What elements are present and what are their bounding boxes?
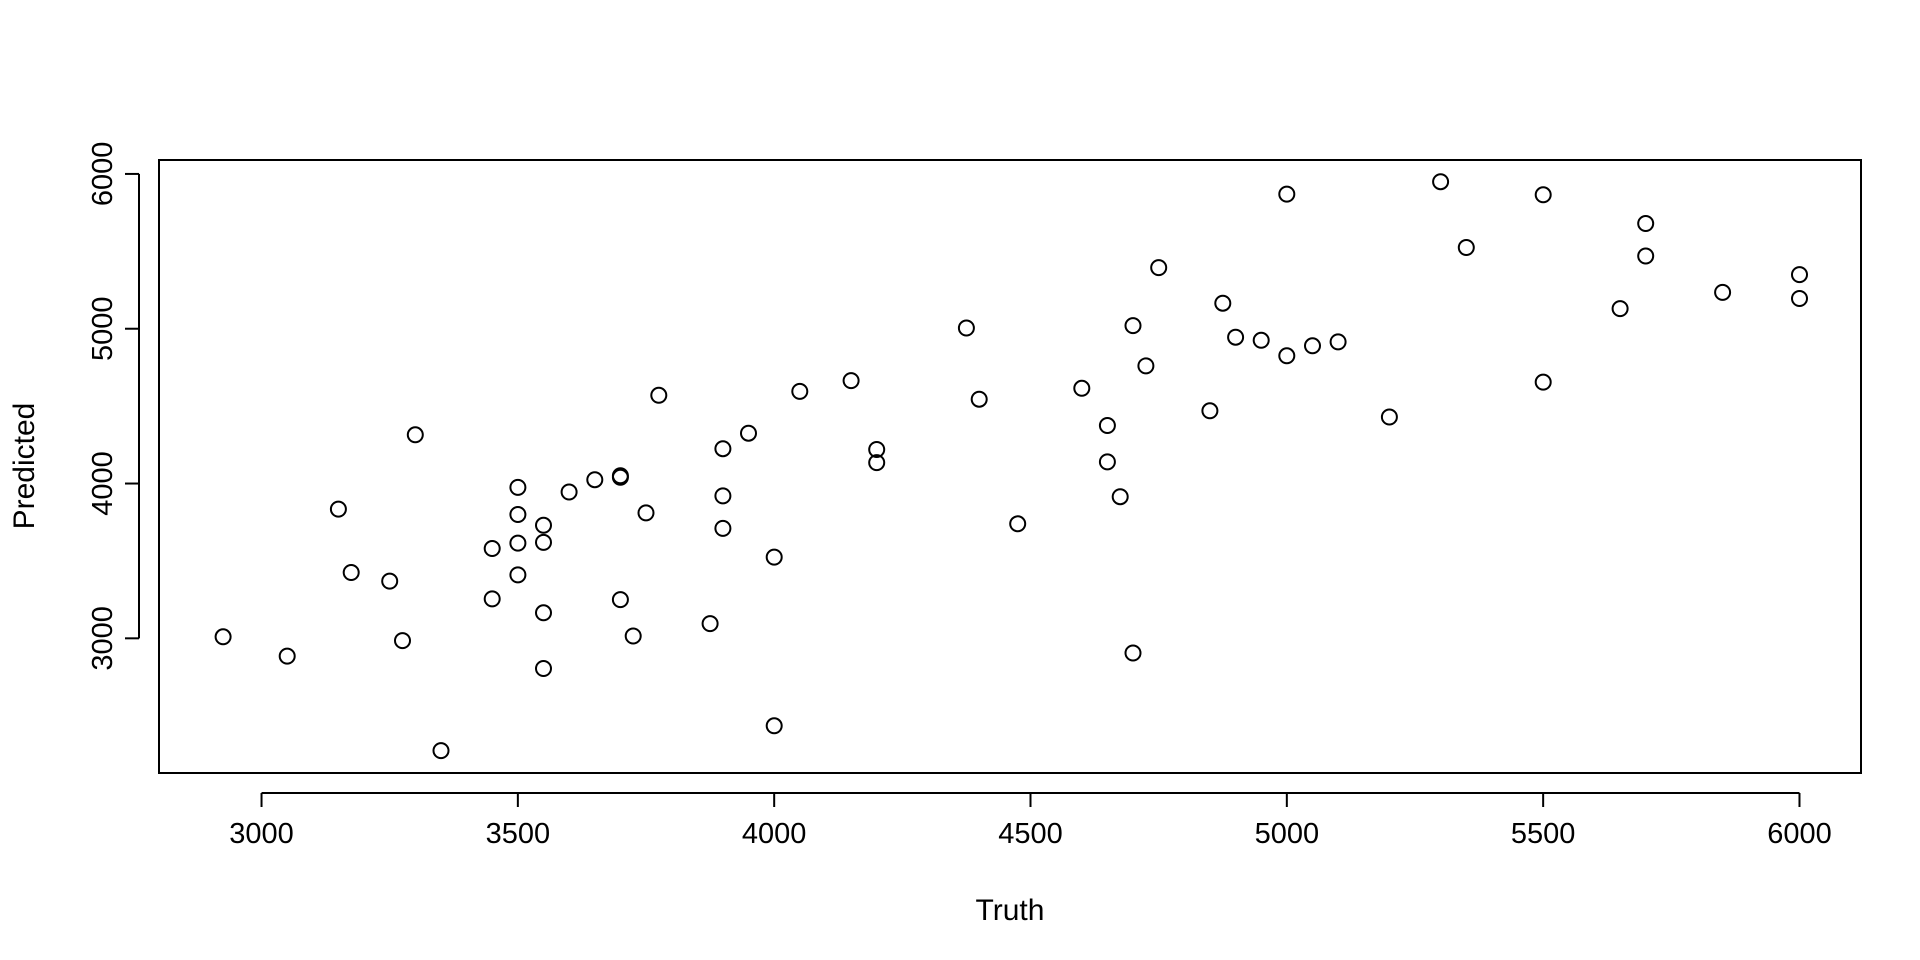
plot-area	[158, 159, 1862, 774]
data-point	[1214, 294, 1232, 312]
data-point	[1098, 417, 1116, 434]
data-point	[1278, 185, 1296, 203]
data-point	[509, 478, 527, 496]
data-point	[1150, 259, 1168, 277]
data-point	[483, 590, 501, 608]
data-point	[611, 591, 629, 609]
data-point	[868, 441, 886, 458]
data-point	[535, 533, 552, 551]
data-point	[535, 660, 552, 677]
data-point	[535, 604, 552, 622]
data-point	[1329, 333, 1347, 351]
x-tick-label: 6000	[1767, 818, 1832, 850]
data-point	[1432, 173, 1450, 191]
data-point	[214, 628, 232, 646]
data-point	[1201, 402, 1219, 420]
data-point	[406, 426, 424, 444]
x-tick-label: 3500	[486, 818, 551, 850]
data-point	[1278, 347, 1296, 365]
data-point	[432, 742, 450, 760]
data-point	[278, 647, 296, 665]
data-point	[1380, 408, 1398, 426]
y-axis-title: Predicted	[8, 403, 41, 530]
y-axis: 3000 4000 5000 6000	[87, 142, 140, 671]
x-tick-label: 4500	[998, 818, 1063, 850]
data-point	[624, 627, 642, 645]
data-point	[740, 424, 757, 442]
data-point	[535, 516, 552, 534]
data-point	[483, 540, 501, 557]
data-point	[1611, 300, 1629, 318]
data-point	[381, 572, 399, 590]
data-point	[868, 454, 886, 472]
data-point	[1124, 317, 1142, 335]
data-point	[1304, 337, 1321, 355]
data-point	[1534, 186, 1552, 204]
data-point	[586, 471, 604, 489]
data-points	[214, 173, 1808, 760]
data-point	[1137, 357, 1155, 375]
x-tick-label: 5500	[1511, 818, 1576, 850]
data-point	[650, 386, 668, 404]
data-point	[1009, 515, 1027, 533]
x-tick-label: 4000	[742, 818, 807, 850]
data-point	[509, 534, 527, 552]
data-point	[970, 390, 988, 408]
data-point	[1714, 283, 1732, 301]
y-tick-label: 4000	[87, 451, 119, 516]
data-point	[957, 319, 975, 337]
data-point	[1227, 328, 1245, 346]
data-point	[1791, 266, 1808, 284]
data-point	[1073, 379, 1091, 397]
data-point	[509, 566, 527, 584]
data-point	[765, 717, 783, 735]
x-tick-label: 3000	[229, 818, 294, 850]
data-point	[1791, 290, 1808, 307]
data-point	[342, 564, 360, 581]
x-tick-label: 5000	[1255, 818, 1320, 850]
data-point	[637, 504, 655, 522]
plot-frame	[158, 159, 1862, 774]
data-point	[1111, 488, 1129, 506]
data-point	[1098, 453, 1116, 471]
y-tick-label: 5000	[87, 296, 119, 361]
data-point	[611, 467, 629, 485]
y-tick-label: 3000	[87, 606, 119, 671]
data-point	[1637, 215, 1655, 232]
data-point	[1252, 331, 1270, 349]
data-point	[714, 519, 732, 537]
data-point	[842, 372, 860, 390]
data-point	[394, 632, 411, 650]
data-point	[560, 483, 578, 501]
data-point	[1457, 239, 1475, 256]
data-point	[1534, 373, 1552, 391]
data-point	[765, 548, 783, 566]
data-point	[714, 440, 732, 458]
x-axis: 3000 3500 4000 4500 5000 5500 6000	[229, 792, 1832, 850]
y-tick-label: 6000	[87, 142, 119, 207]
data-point	[714, 487, 732, 505]
data-point	[1637, 247, 1655, 265]
data-point	[509, 506, 527, 523]
data-point	[701, 615, 719, 633]
data-point	[329, 500, 347, 518]
data-point	[791, 382, 809, 400]
data-point	[1124, 644, 1142, 662]
x-axis-title: Truth	[976, 894, 1045, 927]
